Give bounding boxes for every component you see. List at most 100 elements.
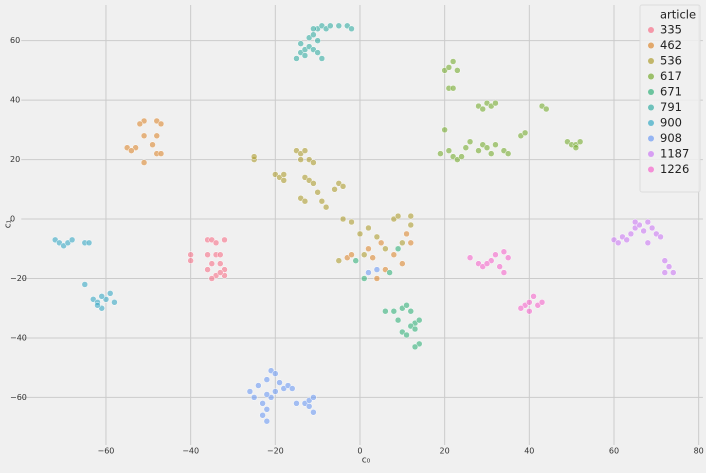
point xyxy=(263,406,271,413)
legend-label: 335 xyxy=(660,23,682,37)
point xyxy=(382,245,389,253)
point xyxy=(521,129,529,137)
legend-marker xyxy=(648,166,654,173)
point xyxy=(403,331,410,339)
x-tick-label: −20 xyxy=(267,447,284,456)
x-tick-label: 80 xyxy=(694,447,704,456)
legend-marker xyxy=(648,120,654,126)
point xyxy=(369,254,376,261)
legend-label: 536 xyxy=(660,54,682,68)
point xyxy=(487,150,495,157)
point xyxy=(644,218,652,226)
point xyxy=(356,230,364,238)
legend-box xyxy=(639,4,701,193)
point xyxy=(318,197,326,205)
point xyxy=(665,263,673,270)
y-tick-label: 60 xyxy=(10,36,20,45)
point xyxy=(310,180,317,187)
y-tick-label: 40 xyxy=(10,96,20,105)
point xyxy=(314,49,321,56)
point xyxy=(276,379,283,386)
point xyxy=(479,105,487,113)
point xyxy=(348,25,355,33)
point xyxy=(297,156,304,163)
point xyxy=(272,388,279,395)
point xyxy=(140,159,148,166)
point xyxy=(466,138,474,146)
point xyxy=(157,150,165,157)
legend-label: 1226 xyxy=(660,162,689,176)
point xyxy=(217,260,224,267)
point xyxy=(657,233,664,241)
point xyxy=(492,99,499,107)
point xyxy=(458,153,465,160)
point xyxy=(466,254,474,261)
point xyxy=(416,316,423,324)
point xyxy=(390,307,398,315)
point xyxy=(365,224,372,232)
point xyxy=(111,299,118,306)
point xyxy=(327,22,334,30)
y-tick-label: −60 xyxy=(10,393,27,402)
point xyxy=(204,266,211,273)
point xyxy=(250,153,258,160)
point xyxy=(449,58,457,65)
point xyxy=(437,150,444,157)
point xyxy=(572,144,580,151)
point xyxy=(310,31,317,38)
y-tick-label: −40 xyxy=(10,333,27,342)
point xyxy=(492,251,499,258)
point xyxy=(339,183,347,190)
point xyxy=(399,239,406,247)
point xyxy=(297,40,304,47)
point xyxy=(322,203,330,211)
point xyxy=(403,230,410,238)
point xyxy=(627,230,635,238)
point xyxy=(407,239,415,247)
point xyxy=(500,269,508,276)
point xyxy=(399,260,406,267)
legend-label: 908 xyxy=(660,131,682,145)
point xyxy=(475,147,482,154)
legend-marker xyxy=(648,73,654,80)
point xyxy=(310,159,317,166)
point xyxy=(106,290,114,297)
legend-label: 462 xyxy=(660,38,682,52)
point xyxy=(94,302,101,309)
point xyxy=(187,257,194,264)
point xyxy=(492,141,499,148)
x-tick-label: 40 xyxy=(524,447,534,456)
point xyxy=(386,269,393,276)
legend-label: 791 xyxy=(660,100,682,114)
point xyxy=(68,236,76,244)
point xyxy=(208,260,216,267)
point xyxy=(221,236,228,244)
point xyxy=(390,251,398,258)
point xyxy=(331,186,338,193)
point xyxy=(128,147,135,154)
point xyxy=(365,269,372,276)
point xyxy=(157,120,165,128)
point xyxy=(360,251,368,258)
point xyxy=(98,293,105,300)
point xyxy=(310,409,317,416)
point xyxy=(631,218,639,226)
legend-label: 900 xyxy=(660,116,682,130)
point xyxy=(259,400,266,407)
x-tick-label: −60 xyxy=(98,447,115,456)
point xyxy=(441,126,448,134)
point xyxy=(301,197,309,205)
point xyxy=(263,417,271,425)
point xyxy=(335,257,343,264)
point xyxy=(187,251,194,258)
point xyxy=(403,302,410,309)
point xyxy=(305,403,313,410)
legend-marker xyxy=(648,135,654,142)
point xyxy=(483,260,491,267)
point xyxy=(504,254,512,261)
point xyxy=(640,227,647,235)
point xyxy=(217,269,224,276)
point xyxy=(335,22,343,30)
point xyxy=(280,171,288,178)
